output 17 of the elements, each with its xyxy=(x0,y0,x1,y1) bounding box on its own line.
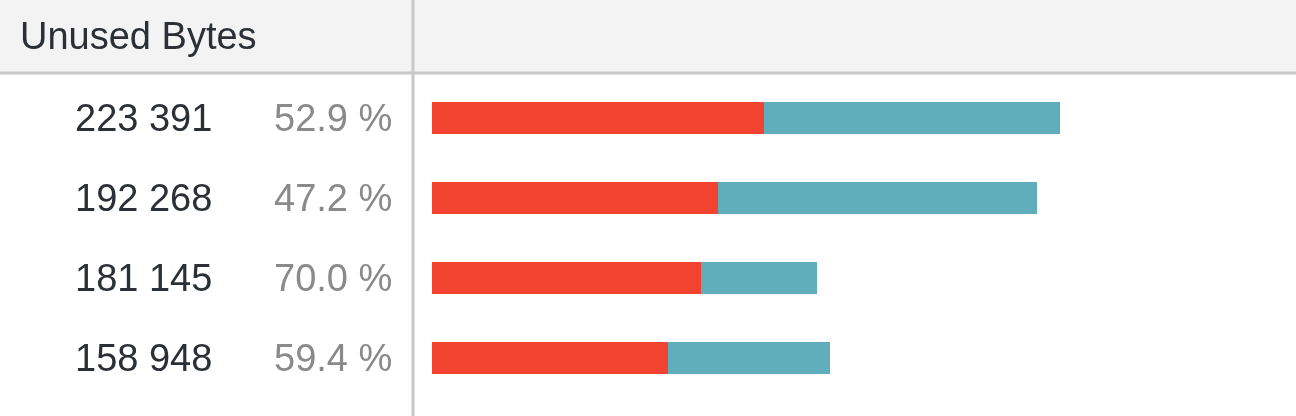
data-label: 181 145 xyxy=(75,257,213,299)
bar xyxy=(701,262,817,294)
bar xyxy=(764,102,1060,134)
chart-title: Unused Bytes xyxy=(20,15,257,57)
bar xyxy=(432,262,702,294)
data-label: 192 268 xyxy=(75,177,213,219)
text: 59.4 % xyxy=(274,337,393,379)
data-label: 223 391 xyxy=(75,97,213,139)
text: 47.2 % xyxy=(274,177,393,219)
text: 52.9 % xyxy=(274,97,393,139)
bar xyxy=(717,182,1038,214)
bar xyxy=(668,342,831,374)
data-label: 158 948 xyxy=(75,337,213,379)
bar xyxy=(432,102,765,134)
bar xyxy=(432,182,718,214)
text: 70.0 % xyxy=(274,257,393,299)
bar xyxy=(432,342,669,374)
